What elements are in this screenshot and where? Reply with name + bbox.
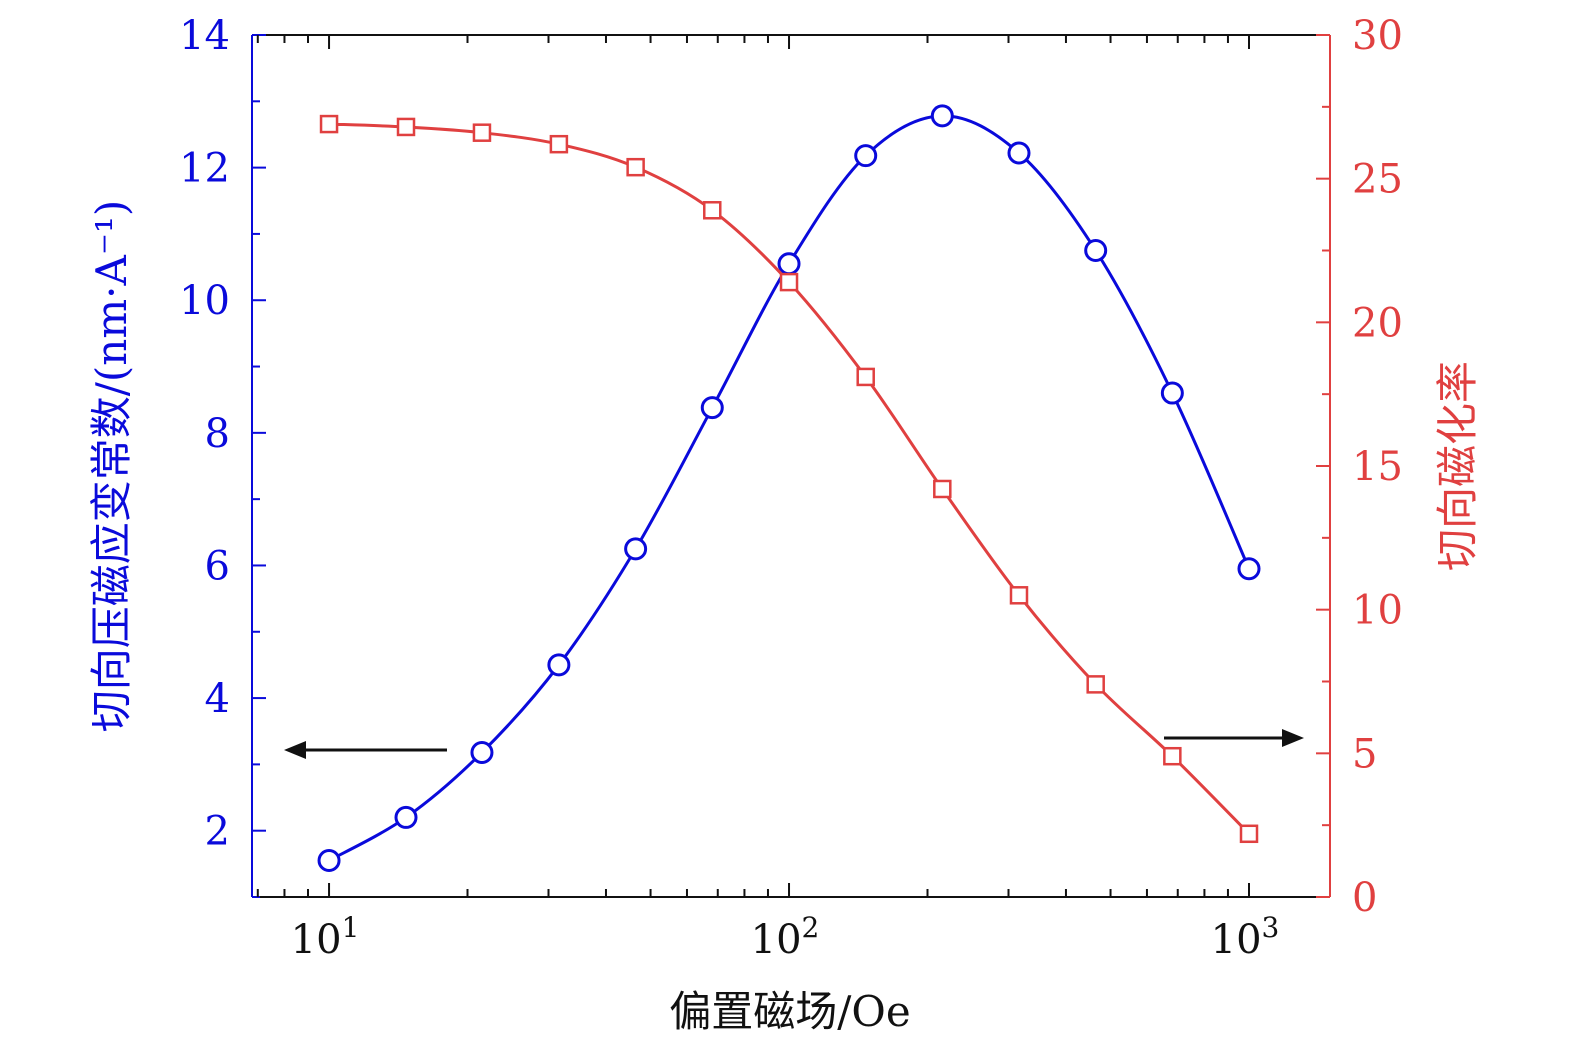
left-tick-label: 10	[179, 278, 230, 324]
series-right-point	[856, 367, 875, 387]
series-left-point	[547, 653, 571, 677]
series-layer	[317, 104, 1261, 873]
series-left-line	[328, 114, 1251, 862]
right-tick-label: 5	[1352, 731, 1377, 777]
series-left-point	[1160, 381, 1184, 405]
right-tick-label: 20	[1352, 300, 1403, 346]
series-right-point	[779, 272, 799, 292]
series-right-point	[1239, 824, 1259, 844]
plot-frame	[252, 34, 1330, 898]
series-left-point	[317, 849, 341, 873]
series-left-point	[930, 104, 954, 128]
right-tick-label: 25	[1352, 157, 1403, 203]
series-right-point	[1009, 586, 1029, 605]
series-right-point	[396, 117, 416, 137]
series-left-point	[854, 144, 878, 168]
series-right-point	[626, 157, 645, 177]
series-right-line	[328, 122, 1251, 835]
x-tick-label: 102	[751, 911, 820, 963]
series-right-point	[1163, 746, 1182, 766]
right-y-axis-title: 切向磁化率	[1433, 361, 1482, 571]
series-left-point	[624, 537, 648, 561]
series-right-point	[549, 134, 569, 154]
series-left-point	[394, 805, 418, 829]
series-right-point	[703, 201, 722, 220]
left-arrow-head	[284, 741, 306, 759]
left-tick-label: 12	[179, 146, 230, 192]
left-tick-label: 8	[205, 411, 230, 457]
axis-arrows	[284, 729, 1304, 759]
left-y-axis-title: 切向压磁应变常数/(nm·A⁻¹)	[87, 200, 136, 733]
right-y-axis: 0 5 10 15 20 25 30	[1316, 13, 1403, 921]
series-left-point	[777, 252, 801, 276]
series-left-point	[1007, 141, 1031, 165]
right-tick-label: 10	[1352, 588, 1403, 634]
left-tick-label: 4	[205, 676, 230, 722]
series-left-point	[470, 740, 494, 764]
series-right-point	[472, 123, 492, 142]
series-right-point	[319, 114, 339, 134]
x-axis: 101 102 103	[256, 35, 1280, 963]
left-tick-label: 14	[179, 13, 230, 59]
left-tick-label: 6	[205, 543, 230, 589]
series-left-point	[1237, 557, 1261, 581]
series-right-point	[1086, 675, 1105, 694]
left-tick-label: 2	[205, 809, 230, 855]
right-tick-label: 0	[1352, 875, 1377, 921]
series-left-point	[700, 396, 724, 420]
series-right-point	[933, 479, 952, 499]
x-tick-label: 101	[291, 911, 360, 963]
series-left-point	[1084, 239, 1108, 262]
left-y-axis: 2 4 6 8 10 12 14	[179, 13, 266, 898]
right-tick-label: 30	[1352, 13, 1403, 59]
x-axis-title: 偏置磁场/Oe	[669, 987, 910, 1036]
right-arrow-head	[1282, 729, 1304, 747]
x-tick-label: 103	[1211, 911, 1280, 963]
right-tick-label: 15	[1352, 444, 1403, 490]
